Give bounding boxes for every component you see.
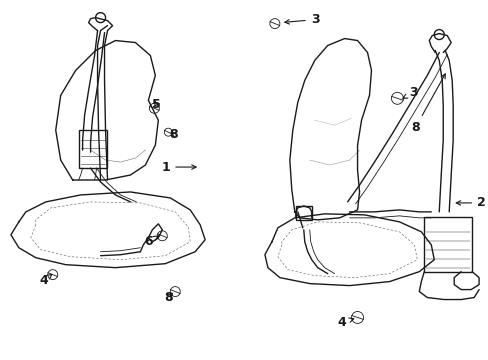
Bar (424, 217, 471, 272)
Text: 3: 3 (402, 86, 417, 99)
Text: 8: 8 (163, 291, 172, 304)
Text: 3: 3 (285, 13, 319, 26)
Text: 1: 1 (161, 161, 196, 174)
Text: 5: 5 (151, 98, 160, 111)
Text: 4: 4 (337, 316, 353, 329)
Text: 2: 2 (455, 197, 485, 210)
Bar (79, 130, 106, 168)
Text: 6: 6 (144, 235, 158, 248)
Bar (295, 206, 311, 220)
Text: 4: 4 (40, 274, 52, 287)
Text: 8: 8 (169, 128, 178, 141)
Text: 8: 8 (410, 74, 445, 134)
